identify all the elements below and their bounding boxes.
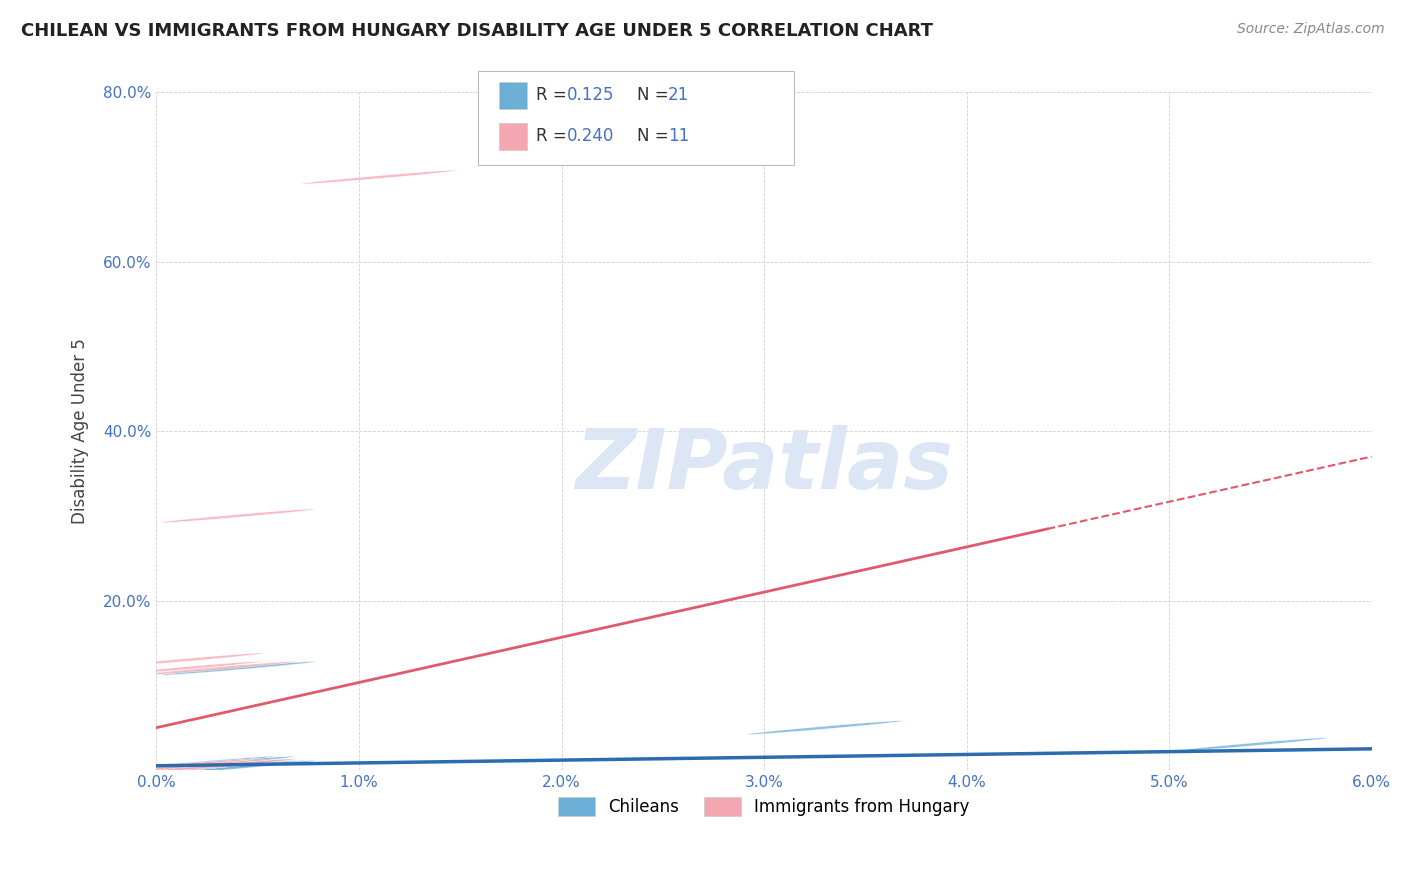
Ellipse shape <box>104 662 262 675</box>
Ellipse shape <box>139 756 295 770</box>
Ellipse shape <box>1173 738 1329 751</box>
Text: 11: 11 <box>668 128 689 145</box>
Text: 0.240: 0.240 <box>567 128 614 145</box>
Ellipse shape <box>139 662 295 675</box>
Ellipse shape <box>103 760 259 773</box>
Ellipse shape <box>120 759 276 772</box>
Ellipse shape <box>159 761 315 774</box>
Ellipse shape <box>87 761 243 774</box>
Ellipse shape <box>120 756 276 770</box>
Ellipse shape <box>129 761 285 774</box>
Ellipse shape <box>115 760 271 773</box>
Ellipse shape <box>747 721 903 734</box>
Text: Source: ZipAtlas.com: Source: ZipAtlas.com <box>1237 22 1385 37</box>
Ellipse shape <box>129 757 285 771</box>
Legend: Chileans, Immigrants from Hungary: Chileans, Immigrants from Hungary <box>551 790 976 822</box>
Ellipse shape <box>108 761 264 774</box>
Ellipse shape <box>98 761 254 774</box>
Text: 0.125: 0.125 <box>567 87 614 104</box>
Ellipse shape <box>89 761 245 774</box>
Text: N =: N = <box>637 87 673 104</box>
Text: 21: 21 <box>668 87 689 104</box>
Y-axis label: Disability Age Under 5: Disability Age Under 5 <box>72 338 89 524</box>
Ellipse shape <box>301 170 457 184</box>
Ellipse shape <box>139 761 295 774</box>
Text: ZIPatlas: ZIPatlas <box>575 425 953 506</box>
Ellipse shape <box>108 653 264 667</box>
Ellipse shape <box>98 761 254 774</box>
Ellipse shape <box>93 760 249 773</box>
Text: CHILEAN VS IMMIGRANTS FROM HUNGARY DISABILITY AGE UNDER 5 CORRELATION CHART: CHILEAN VS IMMIGRANTS FROM HUNGARY DISAB… <box>21 22 934 40</box>
Ellipse shape <box>159 662 315 675</box>
Ellipse shape <box>98 759 254 772</box>
Text: R =: R = <box>536 87 572 104</box>
Ellipse shape <box>149 761 305 774</box>
Ellipse shape <box>159 509 315 523</box>
Text: R =: R = <box>536 128 572 145</box>
Ellipse shape <box>122 760 280 773</box>
Ellipse shape <box>139 759 295 772</box>
Ellipse shape <box>94 760 250 773</box>
Ellipse shape <box>120 761 276 774</box>
Ellipse shape <box>139 759 295 772</box>
Text: N =: N = <box>637 128 673 145</box>
Ellipse shape <box>104 761 262 774</box>
Ellipse shape <box>98 759 254 772</box>
Ellipse shape <box>108 759 264 772</box>
